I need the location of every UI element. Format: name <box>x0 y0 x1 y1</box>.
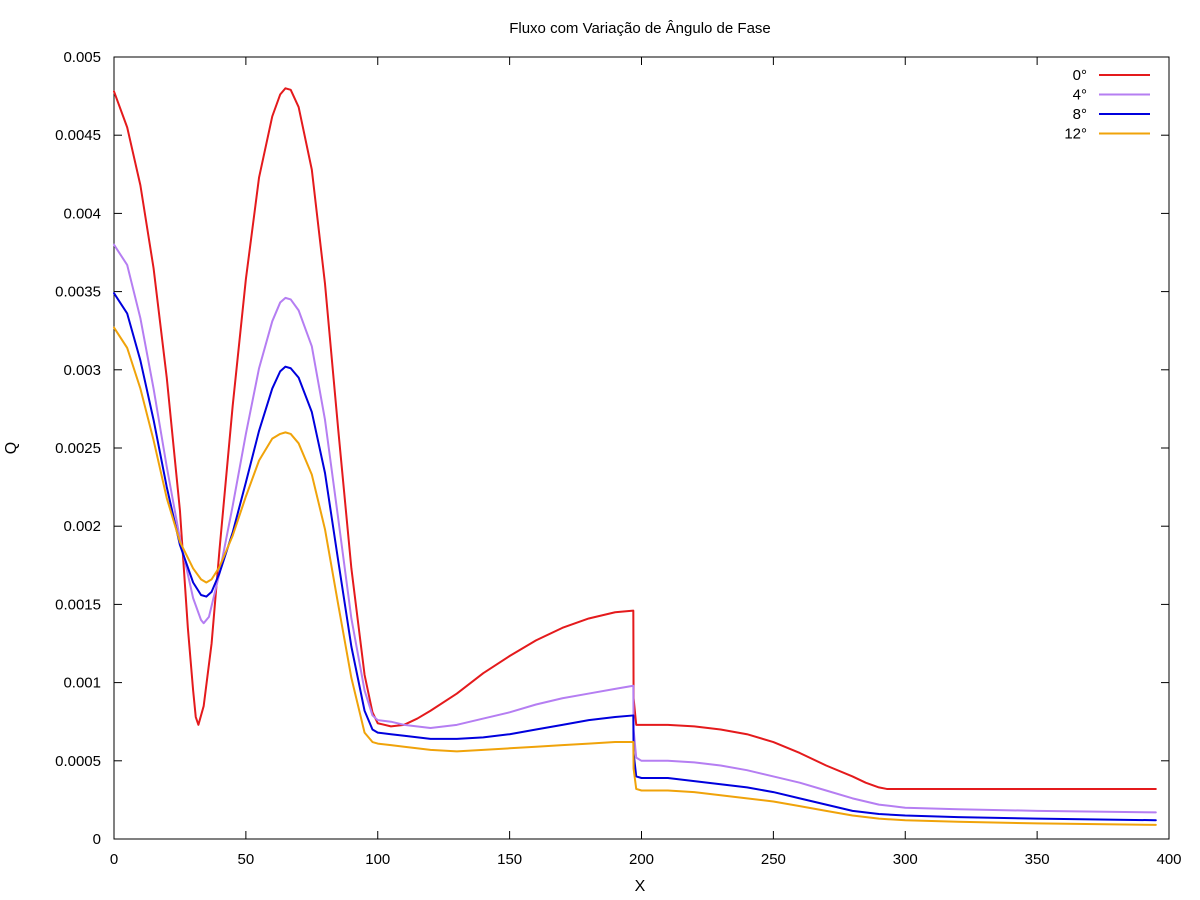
legend: 0° 4° 8° 12° <box>1064 67 1150 143</box>
y-tick-label: 0.004 <box>63 205 101 222</box>
series-line-1 <box>113 243 1157 814</box>
x-tick-label: 200 <box>629 851 654 868</box>
x-tick-label: 350 <box>1025 851 1050 868</box>
y-tick-label: 0.0005 <box>55 753 101 770</box>
y-tick-label: 0.0045 <box>55 127 101 144</box>
x-tick-label: 0 <box>110 851 118 868</box>
axis-ticks: 0 50 100 150 200 250 300 350 400 0 0.0005 0.001 0.00… <box>55 49 1181 868</box>
y-tick-label: 0.003 <box>63 362 101 379</box>
legend-label: 0° <box>1073 67 1087 84</box>
x-tick-label: 300 <box>893 851 918 868</box>
series-line-3 <box>113 326 1157 826</box>
x-tick-label: 150 <box>497 851 522 868</box>
y-tick-label: 0 <box>93 831 101 848</box>
x-tick-label: 50 <box>238 851 255 868</box>
series-line-2 <box>113 292 1157 822</box>
y-tick-label: 0.002 <box>63 518 101 535</box>
x-tick-label: 100 <box>365 851 390 868</box>
x-axis-label: X <box>635 878 646 895</box>
y-axis-label: Q <box>3 442 20 454</box>
x-tick-label: 400 <box>1156 851 1181 868</box>
legend-label: 8° <box>1073 106 1087 123</box>
y-tick-label: 0.001 <box>63 675 101 692</box>
y-tick-label: 0.005 <box>63 49 101 66</box>
legend-label: 4° <box>1073 87 1087 104</box>
y-tick-label: 0.0025 <box>55 440 101 457</box>
x-tick-label: 250 <box>761 851 786 868</box>
y-tick-label: 0.0035 <box>55 284 101 301</box>
legend-label: 12° <box>1064 126 1087 143</box>
plot-frame <box>113 56 1170 840</box>
series-layer <box>113 87 1157 826</box>
chart-title: Fluxo com Variação de Ângulo de Fase <box>509 20 771 37</box>
y-tick-label: 0.0015 <box>55 596 101 613</box>
series-line-0 <box>113 87 1157 790</box>
